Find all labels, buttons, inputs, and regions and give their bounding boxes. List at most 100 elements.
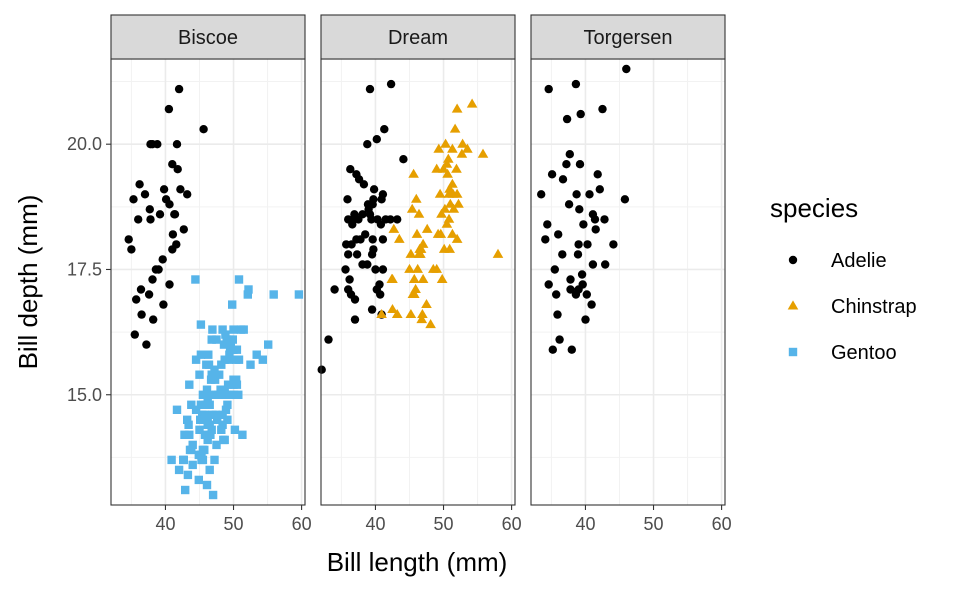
data-point bbox=[352, 250, 362, 259]
data-point bbox=[246, 360, 255, 369]
data-point bbox=[202, 385, 212, 394]
data-point bbox=[394, 233, 405, 243]
data-point bbox=[221, 330, 230, 339]
data-point bbox=[210, 375, 220, 384]
data-point bbox=[544, 280, 553, 289]
data-point bbox=[582, 290, 591, 299]
series-adelie bbox=[317, 79, 408, 374]
data-point bbox=[184, 420, 193, 429]
x-axis-title: Bill length (mm) bbox=[327, 547, 508, 577]
data-point bbox=[220, 435, 229, 445]
data-point bbox=[417, 238, 429, 248]
data-point bbox=[558, 250, 567, 259]
data-point bbox=[416, 314, 428, 324]
data-point bbox=[451, 188, 463, 198]
data-point bbox=[447, 143, 458, 153]
data-point bbox=[129, 195, 138, 204]
data-point bbox=[208, 490, 218, 500]
data-point bbox=[365, 84, 375, 94]
data-point bbox=[207, 425, 216, 434]
data-point bbox=[159, 300, 168, 309]
data-point bbox=[206, 430, 215, 439]
data-point bbox=[408, 168, 419, 178]
data-point bbox=[165, 280, 174, 289]
data-point bbox=[194, 475, 203, 485]
data-point bbox=[187, 445, 196, 455]
legend-key bbox=[788, 347, 798, 357]
data-point bbox=[363, 260, 372, 269]
data-point bbox=[578, 280, 587, 289]
data-point bbox=[232, 380, 242, 389]
data-point bbox=[544, 84, 553, 94]
data-point bbox=[562, 114, 572, 124]
data-point bbox=[492, 248, 504, 258]
data-point bbox=[421, 299, 432, 308]
data-point bbox=[367, 215, 376, 224]
data-point bbox=[541, 235, 550, 244]
legend-label: Adelie bbox=[831, 250, 887, 272]
data-point bbox=[317, 365, 326, 374]
data-point bbox=[215, 370, 224, 379]
facet-panel-dream: Dream 40 50 60 bbox=[317, 14, 522, 534]
data-point bbox=[441, 158, 453, 168]
data-point bbox=[191, 275, 200, 284]
data-point bbox=[168, 230, 178, 239]
data-point bbox=[127, 245, 136, 254]
data-point bbox=[451, 233, 463, 243]
data-point bbox=[211, 410, 220, 419]
data-point bbox=[444, 243, 455, 253]
data-point bbox=[361, 230, 370, 239]
data-point bbox=[421, 223, 433, 233]
data-point bbox=[226, 340, 235, 349]
data-point bbox=[343, 195, 352, 204]
panel-background bbox=[531, 59, 725, 505]
data-point bbox=[264, 340, 273, 349]
x-tick-label: 60 bbox=[502, 514, 522, 534]
data-point bbox=[223, 380, 233, 389]
data-point bbox=[571, 79, 581, 89]
data-point bbox=[229, 325, 238, 334]
data-point bbox=[371, 265, 380, 274]
series-chinstrap bbox=[376, 98, 504, 329]
data-point bbox=[537, 190, 546, 199]
data-point bbox=[202, 480, 212, 490]
data-point bbox=[369, 185, 379, 194]
data-point bbox=[434, 188, 446, 198]
data-point bbox=[588, 260, 598, 269]
data-point bbox=[173, 165, 182, 174]
data-point bbox=[203, 395, 212, 404]
x-tick-label: 50 bbox=[644, 514, 664, 534]
series-adelie bbox=[124, 84, 208, 349]
data-point bbox=[415, 243, 427, 253]
data-point bbox=[440, 138, 451, 148]
data-point bbox=[223, 415, 232, 424]
x-tick-label: 40 bbox=[155, 514, 175, 534]
data-point bbox=[386, 79, 396, 89]
data-point bbox=[164, 104, 174, 114]
data-point bbox=[554, 230, 563, 239]
data-point bbox=[350, 295, 360, 304]
data-point bbox=[564, 200, 574, 209]
data-point bbox=[417, 309, 428, 318]
data-point bbox=[547, 170, 557, 179]
data-point bbox=[435, 228, 447, 238]
data-point bbox=[477, 148, 489, 158]
data-point bbox=[207, 335, 216, 344]
data-point bbox=[600, 215, 609, 224]
data-point bbox=[124, 235, 133, 244]
y-tick-label: 20.0 bbox=[67, 134, 102, 154]
legend-item-adelie: Adelie bbox=[788, 250, 887, 272]
data-point bbox=[443, 153, 454, 163]
data-point bbox=[609, 240, 618, 249]
data-point bbox=[200, 445, 209, 455]
data-point bbox=[583, 240, 592, 249]
data-point bbox=[218, 410, 227, 419]
data-point bbox=[135, 180, 144, 189]
data-point bbox=[195, 425, 204, 434]
data-point bbox=[457, 138, 468, 148]
data-point bbox=[341, 265, 350, 274]
data-point bbox=[324, 335, 333, 344]
facet-panel-torgersen: Torgersen 40 50 60 bbox=[530, 14, 732, 534]
data-point bbox=[555, 335, 564, 344]
